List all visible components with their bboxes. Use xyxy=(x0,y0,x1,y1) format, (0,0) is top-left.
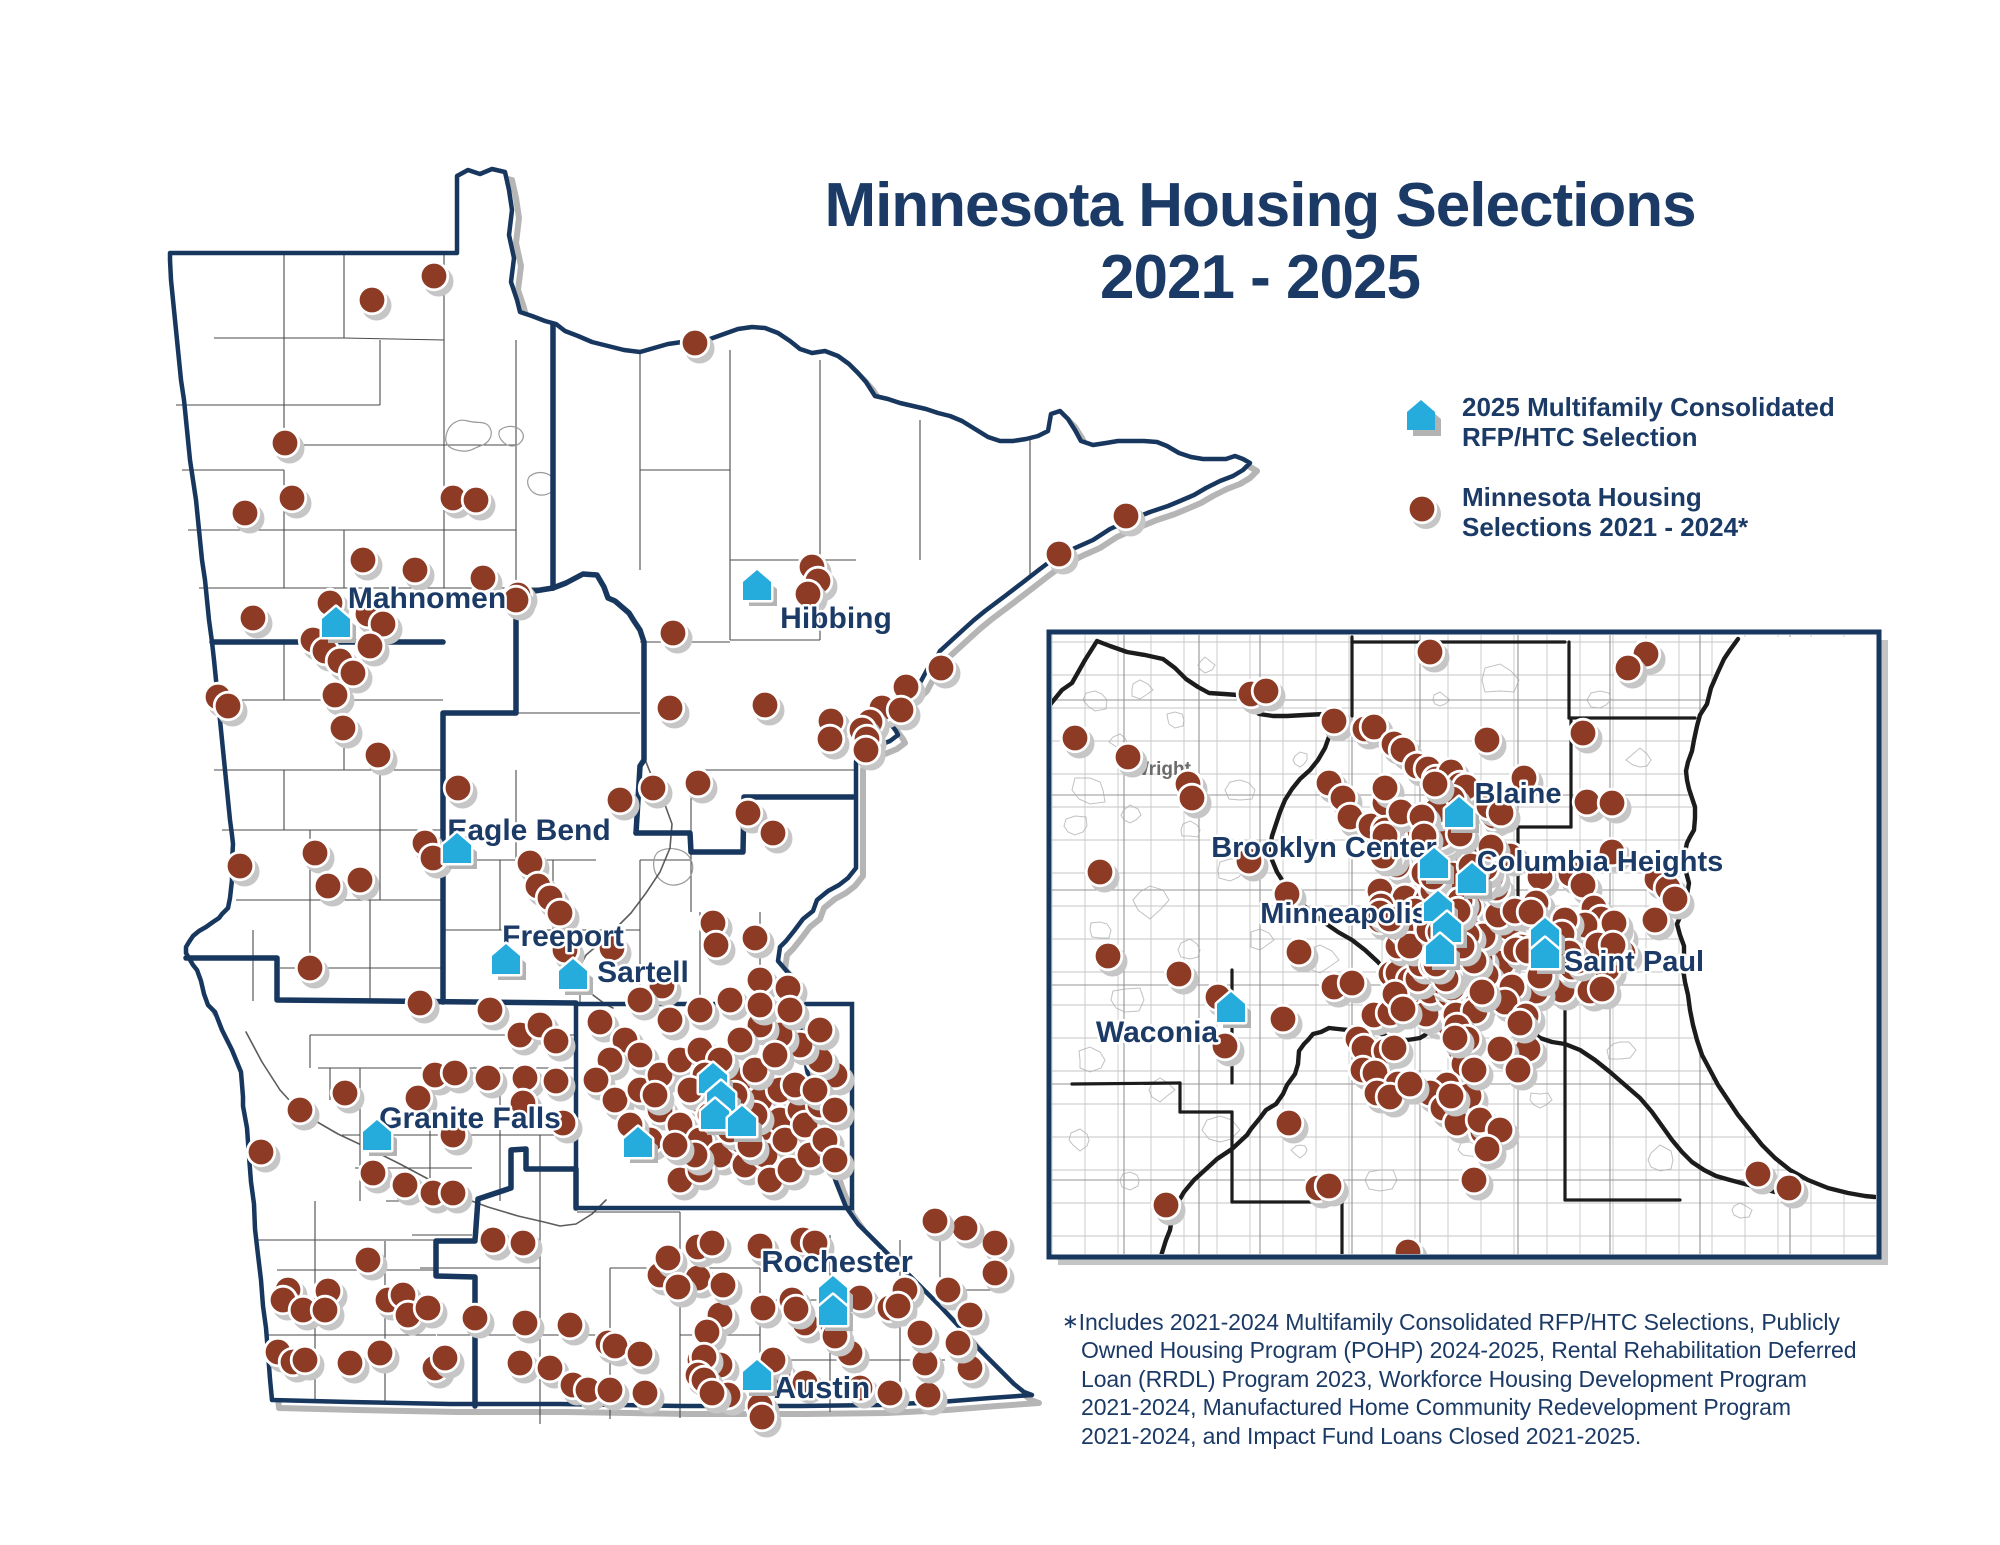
svg-text:Waconia: Waconia xyxy=(1096,1016,1219,1049)
svg-text:Columbia Heights: Columbia Heights xyxy=(1477,846,1724,878)
svg-text:Blaine: Blaine xyxy=(1474,778,1561,810)
svg-text:Rochester: Rochester xyxy=(761,1244,913,1279)
svg-text:Mahnomen: Mahnomen xyxy=(348,582,506,615)
svg-text:Eagle Bend: Eagle Bend xyxy=(447,814,610,847)
svg-text:Freeport: Freeport xyxy=(502,920,624,953)
svg-text:Hibbing: Hibbing xyxy=(780,602,892,635)
svg-text:Minneapolis: Minneapolis xyxy=(1260,898,1428,930)
svg-text:Austin: Austin xyxy=(774,1370,870,1405)
svg-text:Brooklyn Center: Brooklyn Center xyxy=(1211,832,1437,864)
svg-text:Saint Paul: Saint Paul xyxy=(1564,946,1704,978)
svg-text:Granite Falls: Granite Falls xyxy=(379,1102,561,1135)
svg-text:Sartell: Sartell xyxy=(597,956,689,989)
